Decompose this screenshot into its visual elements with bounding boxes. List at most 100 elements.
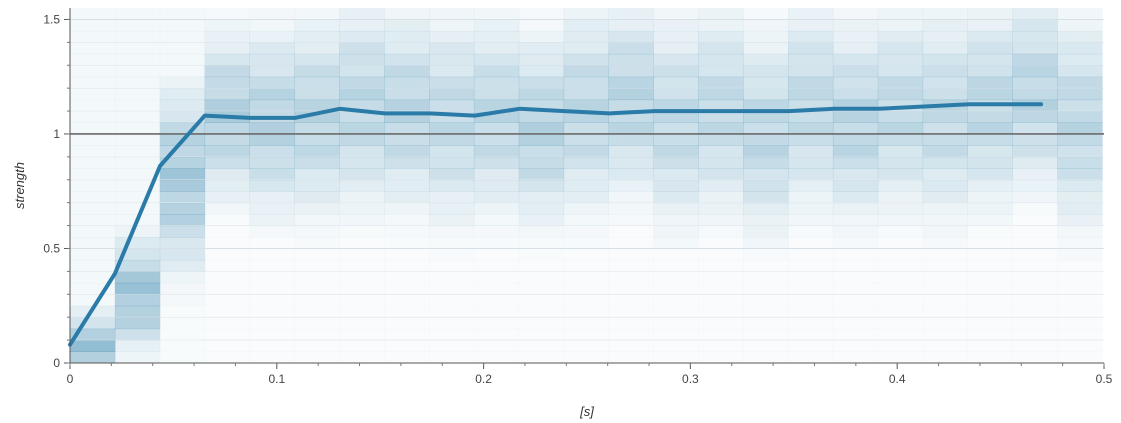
density-cell	[294, 30, 340, 43]
y-tick-label: 0	[53, 356, 60, 370]
density-cell	[294, 19, 340, 32]
density-cell	[922, 111, 969, 124]
density-cell	[250, 260, 295, 272]
density-cell	[967, 8, 1013, 20]
density-cell	[70, 168, 116, 181]
density-cell	[114, 8, 161, 20]
density-cell	[384, 248, 429, 260]
density-cell	[339, 122, 385, 135]
density-cell	[519, 352, 564, 364]
density-cell	[1057, 352, 1102, 364]
density-cell	[204, 145, 251, 158]
density-cell	[698, 237, 743, 249]
density-cell	[563, 156, 610, 169]
density-cell	[205, 283, 250, 295]
density-cell	[968, 352, 1013, 364]
series-line-layer	[68, 102, 1044, 347]
density-cell	[1012, 8, 1058, 20]
density-cell	[833, 329, 878, 341]
density-cell	[653, 317, 698, 329]
density-cell	[788, 294, 833, 306]
density-cell	[159, 259, 206, 272]
density-cell	[743, 248, 789, 261]
density-cell	[518, 191, 565, 204]
density-cell	[1057, 237, 1103, 249]
density-cell	[698, 122, 744, 135]
density-cell	[653, 283, 698, 295]
density-cell	[608, 76, 654, 89]
density-cell	[519, 248, 564, 260]
density-cell	[923, 340, 968, 352]
density-cell	[339, 248, 384, 260]
density-cell	[250, 352, 295, 364]
density-cell	[923, 283, 968, 295]
density-cell	[653, 133, 699, 146]
density-cell	[519, 340, 564, 352]
y-axis-title: strength	[12, 162, 27, 209]
x-tick-label: 0	[67, 372, 74, 386]
density-cell	[250, 271, 295, 283]
density-cell	[967, 191, 1013, 204]
density-cell	[563, 76, 610, 89]
density-cell	[159, 202, 206, 215]
density-cell	[968, 248, 1013, 260]
density-cell	[743, 42, 789, 55]
density-cell	[205, 294, 250, 306]
density-cell	[429, 42, 475, 55]
density-cell	[429, 271, 474, 283]
density-cell	[1057, 248, 1103, 261]
density-cell	[788, 248, 833, 260]
density-cell	[788, 145, 834, 158]
density-cell	[743, 237, 789, 249]
density-cell	[698, 111, 744, 124]
density-cell	[1012, 329, 1057, 341]
y-tick-label: 1	[53, 127, 60, 141]
density-cell	[429, 8, 475, 20]
density-cell	[339, 260, 384, 272]
density-cell	[339, 133, 385, 146]
density-cell	[1057, 122, 1103, 135]
density-cell	[967, 133, 1013, 146]
density-cell	[653, 168, 699, 181]
density-cell	[832, 202, 879, 215]
density-cell	[608, 42, 654, 55]
density-cell	[205, 340, 250, 352]
density-cell	[563, 111, 610, 124]
density-cell	[114, 168, 161, 181]
density-cell	[205, 237, 250, 249]
density-cell	[923, 317, 968, 329]
density-cell	[653, 202, 699, 215]
density-cell	[564, 317, 609, 329]
density-cell	[608, 156, 654, 169]
density-cell	[204, 19, 251, 32]
density-cell	[698, 283, 743, 295]
density-cell	[294, 133, 340, 146]
density-cell	[473, 156, 520, 169]
density-cell	[518, 99, 565, 112]
density-cell	[114, 237, 161, 249]
density-cell	[653, 248, 698, 260]
density-cell	[1012, 179, 1058, 192]
density-cell	[878, 271, 923, 283]
density-cell	[923, 260, 968, 272]
density-cell	[339, 111, 385, 124]
density-cell	[249, 133, 295, 146]
density-cell	[474, 317, 519, 329]
density-cell	[564, 283, 609, 295]
density-cell	[564, 329, 609, 341]
density-cell	[608, 202, 654, 215]
density-cell	[474, 283, 519, 295]
density-cell	[968, 306, 1013, 318]
density-cell	[159, 8, 206, 20]
density-cell	[968, 271, 1013, 283]
density-cell	[832, 19, 879, 32]
density-cell	[878, 248, 923, 260]
density-cell	[788, 225, 834, 238]
density-cell	[653, 53, 699, 66]
density-cell	[788, 260, 833, 272]
density-cell	[114, 191, 161, 204]
density-cell	[877, 30, 924, 43]
density-cell	[833, 352, 878, 364]
density-cell	[1057, 19, 1103, 32]
density-cell	[967, 65, 1013, 78]
